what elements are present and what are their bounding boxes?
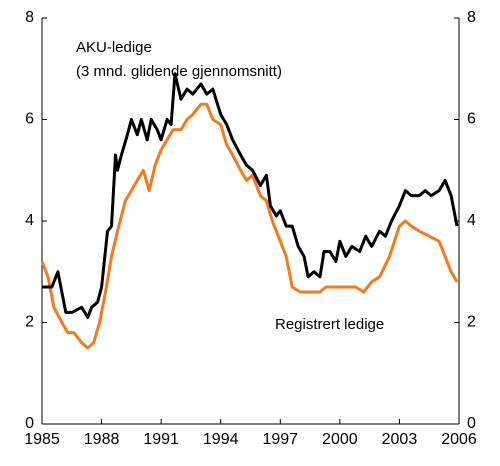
x-tick-label: 1985 xyxy=(24,431,60,448)
y-tick-label: 6 xyxy=(25,111,34,128)
x-tick-label: 2003 xyxy=(382,431,418,448)
y-tick-label: 0 xyxy=(25,415,34,432)
x-tick-label: 2006 xyxy=(441,431,477,448)
annotation: (3 mnd. glidende gjennomsnitt) xyxy=(76,63,282,80)
x-tick-label: 1988 xyxy=(84,431,120,448)
y2-tick-label: 2 xyxy=(467,314,476,331)
annotation: AKU-ledige xyxy=(76,39,152,56)
y2-tick-label: 4 xyxy=(467,212,476,229)
y-tick-label: 8 xyxy=(25,9,34,26)
x-tick-label: 1991 xyxy=(143,431,179,448)
y-tick-label: 2 xyxy=(25,314,34,331)
y2-tick-label: 6 xyxy=(467,111,476,128)
annotation: Registrert ledige xyxy=(275,316,384,333)
x-tick-label: 1997 xyxy=(262,431,298,448)
x-tick-label: 2000 xyxy=(322,431,358,448)
data-line xyxy=(40,102,459,350)
y2-tick-label: 0 xyxy=(467,415,476,432)
x-tick-label: 1994 xyxy=(203,431,239,448)
y2-tick-label: 8 xyxy=(467,9,476,26)
y-tick-label: 4 xyxy=(25,212,34,229)
data-line xyxy=(42,72,459,319)
